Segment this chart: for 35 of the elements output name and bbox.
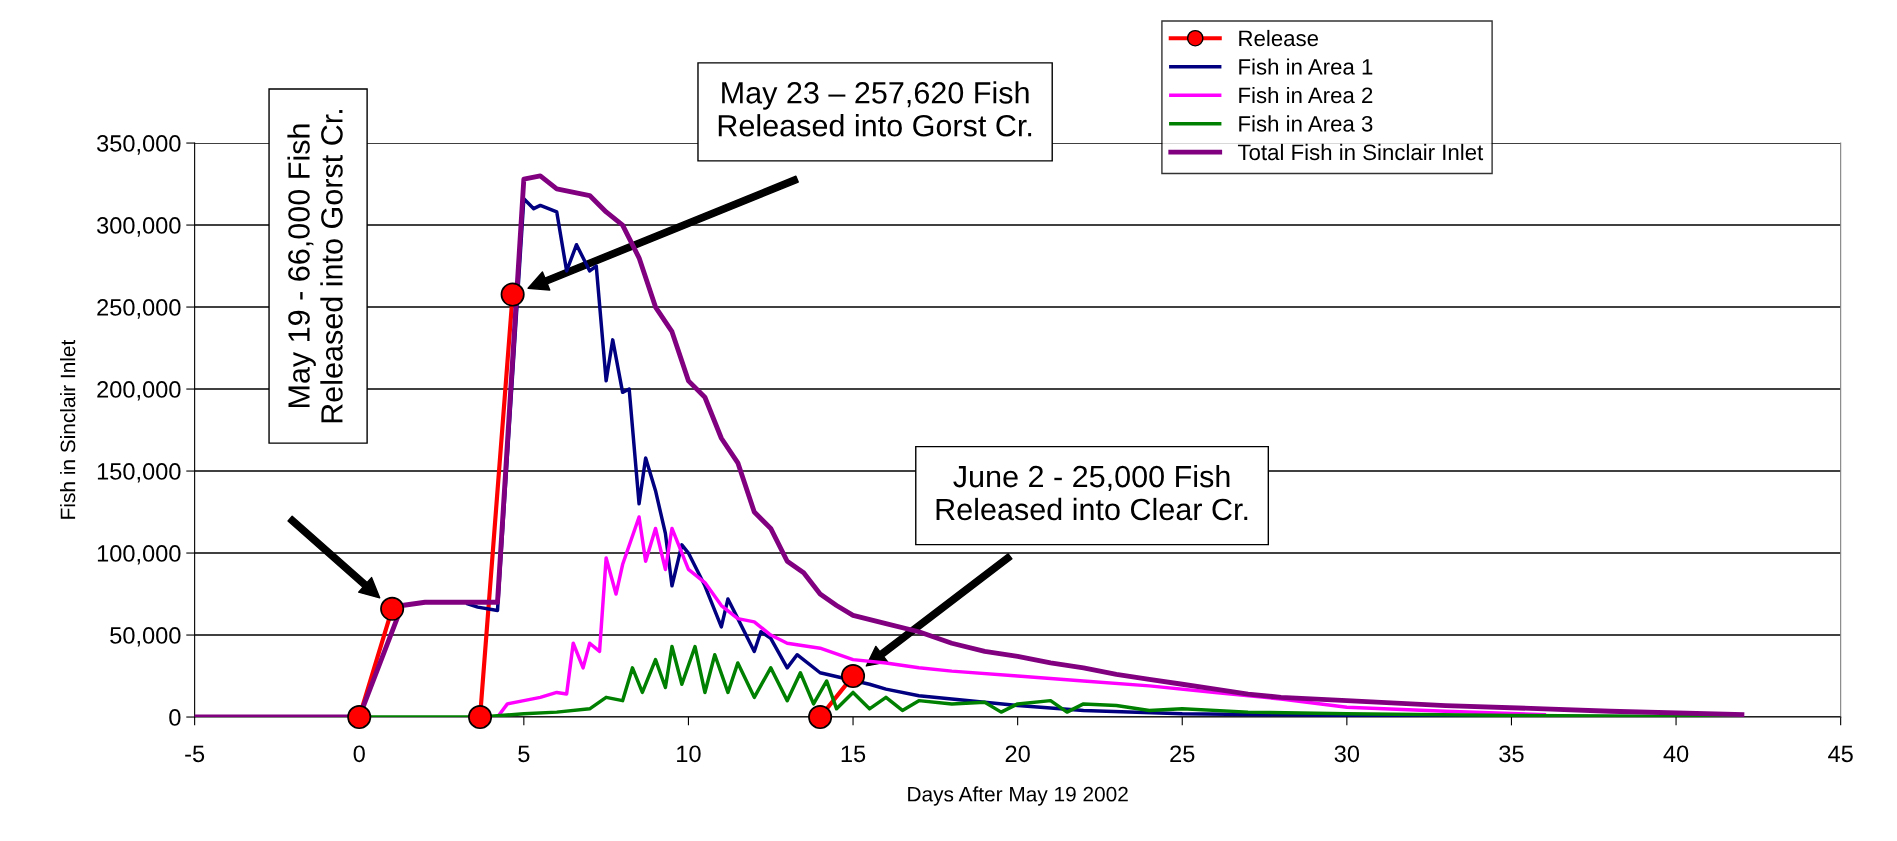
y-tick-label: 50,000 [110, 627, 181, 647]
point [808, 705, 833, 730]
y-tick-label: 300,000 [97, 217, 181, 237]
legend-label: Total Fish in Sinclair Inlet [1237, 143, 1484, 161]
point [468, 705, 493, 730]
annotation: May 19 - 66,000 Fish Released into Gorst Cr. [287, 110, 343, 423]
y-tick-label: 350,000 [97, 135, 181, 155]
text: May 23 – 257,620 Fish Released into Gorst Cr. [718, 81, 1032, 137]
y-tick-label: 200,000 [97, 381, 181, 401]
x-tick-label: -5 [185, 745, 205, 763]
legend-label: Fish in Area 2 [1239, 86, 1373, 104]
point [500, 282, 525, 307]
point [380, 596, 405, 621]
annotation: June 2 - 25,000 Fish Released into Clear Cr. [936, 464, 1248, 521]
x-tick-label: 0 [353, 745, 365, 763]
x-tick-label: 35 [1499, 745, 1524, 763]
y-tick-label: 150,000 [97, 463, 181, 483]
y-tick-label: 100,000 [97, 545, 181, 565]
y-axis-title: Fish in Sinclair Inlet [60, 339, 76, 519]
x-tick-label: 5 [518, 745, 530, 763]
point [347, 705, 372, 730]
x-tick-label: 40 [1663, 745, 1689, 763]
point [841, 664, 866, 689]
legend-label: Fish in Area 1 [1239, 58, 1373, 75]
x-tick-label: 15 [841, 745, 866, 763]
y-tick-label: 250,000 [97, 299, 181, 319]
legend-label: Release [1239, 29, 1319, 47]
x-tick-label: 10 [677, 745, 701, 763]
y-tick-label: 0 [169, 709, 181, 726]
x-tick-label: 45 [1828, 745, 1853, 763]
x-axis-title: Days After May 19 2002 [908, 786, 1128, 806]
x-tick-label: 25 [1170, 745, 1195, 763]
x-tick-label: 30 [1334, 745, 1360, 763]
x-tick-label: 20 [1005, 745, 1030, 763]
legend-label: Fish in Area 3 [1239, 115, 1373, 132]
